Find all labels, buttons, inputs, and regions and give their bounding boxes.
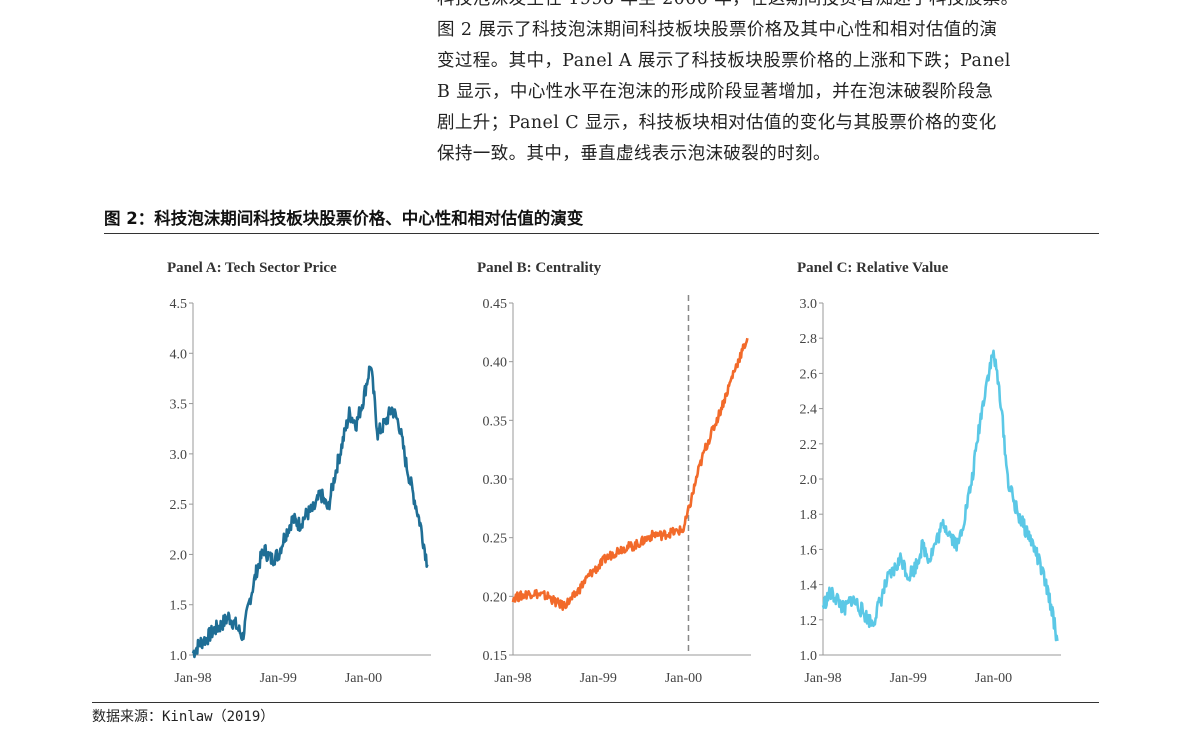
x-tick-label: Jan-98 <box>804 671 841 686</box>
intro-paragraph: 科技泡沫发生在 1998 年至 2000 年，在这期间投资者痴迷于科技股票。 图… <box>437 0 1092 170</box>
y-tick-label: 2.5 <box>170 498 188 513</box>
y-tick-label: 1.2 <box>800 614 818 629</box>
chart-panel-a: Panel A: Tech Sector Price 1.0 1.5 2.0 2.5 3.… <box>167 260 431 686</box>
y-tick-label: 0.40 <box>483 356 508 371</box>
y-tick-label: 3.0 <box>170 448 188 463</box>
x-tick-label: Jan-99 <box>580 671 617 686</box>
x-tick-label: Jan-98 <box>174 671 211 686</box>
figure-bottom-rule <box>92 702 1099 703</box>
figure-title: 图 2：科技泡沫期间科技板块股票价格、中心性和相对估值的演变 <box>104 209 584 228</box>
y-tick-label: 2.2 <box>800 438 818 453</box>
y-tick-label: 1.0 <box>800 649 818 664</box>
y-tick-label: 1.6 <box>800 543 818 558</box>
chart-title: Panel C: Relative Value <box>797 260 949 276</box>
y-tick-label: 0.45 <box>483 297 508 312</box>
paragraph-line-1: 图 2 展示了科技泡沫期间科技板块股票价格及其中心性和相对估值的演 <box>437 20 998 40</box>
panel-b: Panel B: Centrality 0.15 0.20 0.25 0.30 0.35 0… <box>470 250 760 690</box>
y-tick-label: 3.0 <box>800 297 818 312</box>
y-tick-label: 0.35 <box>483 414 508 429</box>
y-tick-label: 2.8 <box>800 332 818 347</box>
source-note: 数据来源：Kinlaw（2019） <box>92 709 275 725</box>
y-tick-label: 0.30 <box>483 473 508 488</box>
paragraph-line-4: 剧上升；Panel C 显示，科技板块相对估值的变化与其股票价格的变化 <box>437 113 997 133</box>
chart-title: Panel A: Tech Sector Price <box>167 260 337 276</box>
chart-title: Panel B: Centrality <box>477 260 602 276</box>
y-tick-label: 0.15 <box>483 649 508 664</box>
panel-c: Panel C: Relative Value 1.0 1.2 1.4 1.6 1.8 2.… <box>790 250 1080 690</box>
x-tick-label: Jan-98 <box>494 671 531 686</box>
paragraph-line-5: 保持一致。其中，垂直虚线表示泡沫破裂的时刻。 <box>437 144 831 164</box>
panel-a: Panel A: Tech Sector Price 1.0 1.5 2.0 2.5 3.… <box>160 250 450 690</box>
chart-panel-c: Panel C: Relative Value 1.0 1.2 1.4 1.6 1.8 2.… <box>797 260 1061 686</box>
y-tick-label: 1.0 <box>170 649 188 664</box>
x-tick-label: Jan-99 <box>260 671 297 686</box>
paragraph-line-0: 科技泡沫发生在 1998 年至 2000 年，在这期间投资者痴迷于科技股票。 <box>437 0 1092 15</box>
y-tick-label: 4.5 <box>170 297 188 312</box>
y-tick-label: 2.0 <box>170 548 188 563</box>
y-tick-label: 2.6 <box>800 367 818 382</box>
y-tick-label: 0.20 <box>483 590 508 605</box>
y-tick-label: 3.5 <box>170 398 188 413</box>
y-tick-label: 0.25 <box>483 532 508 547</box>
paragraph-line-2: 变过程。其中，Panel A 展示了科技板块股票价格的上涨和下跌；Panel <box>437 51 1011 71</box>
figure-top-rule <box>104 233 1099 234</box>
series-line <box>821 349 1059 642</box>
x-tick-label: Jan-99 <box>890 671 927 686</box>
y-tick-label: 2.4 <box>800 403 818 418</box>
x-tick-label: Jan-00 <box>665 671 702 686</box>
y-tick-label: 4.0 <box>170 347 188 362</box>
paragraph-line-3: B 显示，中心性水平在泡沫的形成阶段显著增加，并在泡沫破裂阶段急 <box>437 82 994 102</box>
y-tick-label: 1.5 <box>170 599 188 614</box>
x-tick-label: Jan-00 <box>975 671 1012 686</box>
x-tick-label: Jan-00 <box>345 671 382 686</box>
chart-panel-b: Panel B: Centrality 0.15 0.20 0.25 0.30 0.35 0… <box>477 260 751 686</box>
series-line <box>191 365 429 659</box>
y-tick-label: 1.4 <box>800 579 818 594</box>
series-line <box>511 337 749 612</box>
y-tick-label: 2.0 <box>800 473 818 488</box>
y-tick-label: 1.8 <box>800 508 818 523</box>
